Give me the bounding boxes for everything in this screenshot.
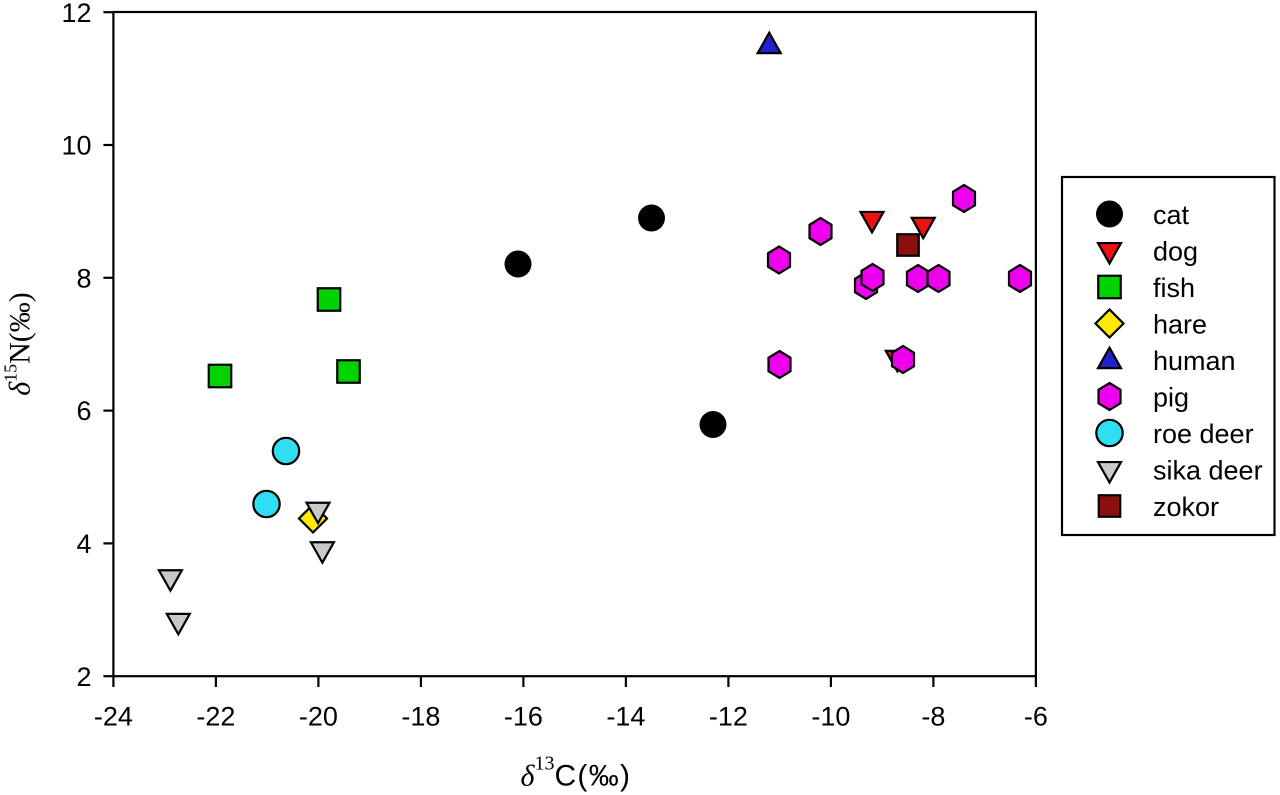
svg-text:-22: -22 <box>196 702 235 732</box>
svg-text:-16: -16 <box>504 702 543 732</box>
svg-text:-18: -18 <box>401 702 440 732</box>
svg-text:sika deer: sika deer <box>1153 456 1263 486</box>
svg-text:δ13C(‰): δ13C(‰) <box>521 753 632 793</box>
svg-text:roe deer: roe deer <box>1153 419 1254 449</box>
svg-text:10: 10 <box>61 131 91 161</box>
svg-text:-12: -12 <box>709 702 748 732</box>
svg-text:hare: hare <box>1153 310 1207 340</box>
svg-text:-14: -14 <box>606 702 645 732</box>
svg-text:cat: cat <box>1153 200 1190 230</box>
svg-text:-10: -10 <box>811 702 850 732</box>
svg-text:6: 6 <box>76 396 91 426</box>
svg-text:-6: -6 <box>1024 702 1048 732</box>
svg-text:8: 8 <box>76 263 91 293</box>
svg-text:dog: dog <box>1153 237 1198 267</box>
svg-text:-20: -20 <box>299 702 338 732</box>
svg-text:-8: -8 <box>921 702 945 732</box>
svg-text:-24: -24 <box>94 702 133 732</box>
svg-text:fish: fish <box>1153 273 1195 303</box>
svg-text:12: 12 <box>61 0 91 28</box>
svg-text:zokor: zokor <box>1153 492 1219 522</box>
svg-text:4: 4 <box>76 529 91 559</box>
svg-text:δ15N(‰): δ15N(‰) <box>1 292 37 396</box>
svg-text:2: 2 <box>76 662 91 692</box>
svg-text:pig: pig <box>1153 383 1189 413</box>
svg-text:human: human <box>1153 346 1236 376</box>
